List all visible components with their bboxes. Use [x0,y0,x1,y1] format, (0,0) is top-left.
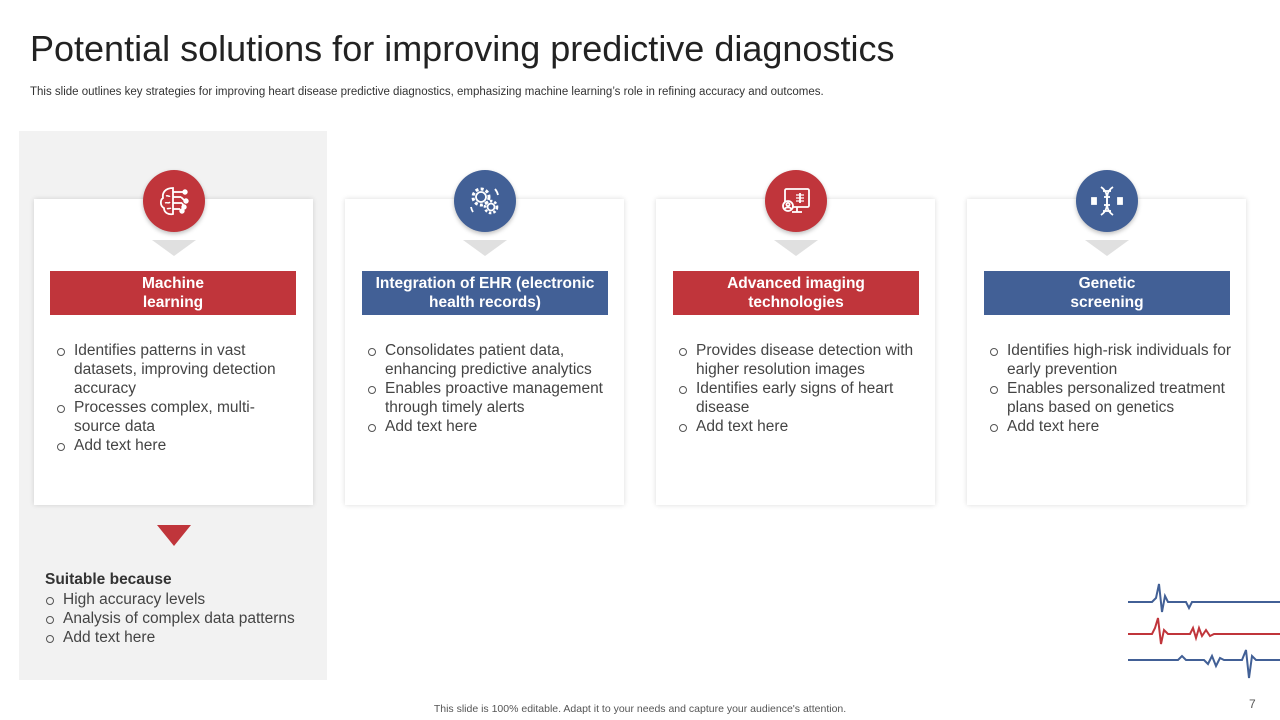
list-item: Consolidates patient data, enhancing pre… [367,341,612,379]
list-item: Add text here [56,436,296,455]
solution-bullets-genetic: Identifies high-risk individuals for ear… [989,341,1234,436]
list-item: Enables personalized treatment plans bas… [989,379,1234,417]
list-item: Add text here [367,417,612,436]
dna-icon [1076,170,1138,232]
list-item: Enables proactive management through tim… [367,379,612,417]
solution-bullets-imaging: Provides disease detection with higher r… [678,341,923,436]
page-number: 7 [1249,697,1256,711]
list-item: Identifies patterns in vast datasets, im… [56,341,296,398]
gears-icon [454,170,516,232]
imaging-monitor-icon [765,170,827,232]
ecg-lines-icon [1128,583,1280,679]
down-arrow-icon [157,525,191,546]
solution-bullets-ehr: Consolidates patient data, enhancing pre… [367,341,612,436]
card-notch [152,240,196,256]
slide-footer: This slide is 100% editable. Adapt it to… [433,703,847,715]
solution-title-machine-learning: Machine learning [50,271,296,315]
list-item: Processes complex, multi-source data [56,398,296,436]
list-item: Provides disease detection with higher r… [678,341,923,379]
card-notch [463,240,507,256]
suitable-list: High accuracy levels Analysis of complex… [45,590,315,647]
list-item: High accuracy levels [45,590,315,609]
slide-subtitle: This slide outlines key strategies for i… [30,86,824,98]
card-notch [774,240,818,256]
solution-title-genetic: Genetic screening [984,271,1230,315]
solution-title-imaging: Advanced imaging technologies [673,271,919,315]
list-item: Add text here [45,628,315,647]
card-notch [1085,240,1129,256]
list-item: Identifies high-risk individuals for ear… [989,341,1234,379]
list-item: Add text here [989,417,1234,436]
solution-bullets-machine-learning: Identifies patterns in vast datasets, im… [56,341,296,455]
suitable-heading: Suitable because [45,571,172,588]
slide-title: Potential solutions for improving predic… [30,28,895,69]
brain-circuit-icon [143,170,205,232]
list-item: Analysis of complex data patterns [45,609,315,628]
solution-title-ehr: Integration of EHR (electronic health rec… [362,271,608,315]
list-item: Identifies early signs of heart disease [678,379,923,417]
list-item: Add text here [678,417,923,436]
